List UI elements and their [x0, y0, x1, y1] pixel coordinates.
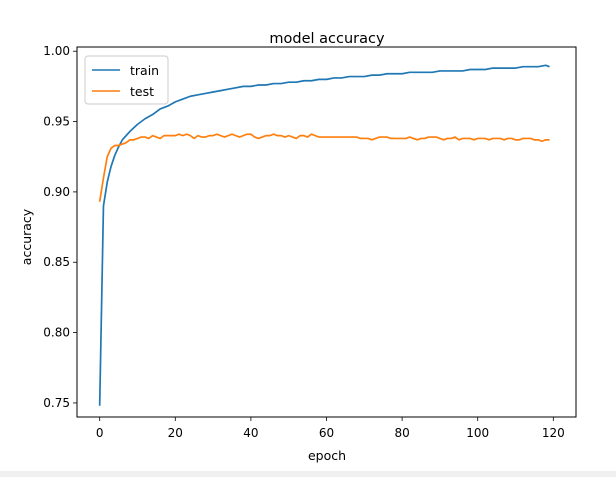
window-bottom-strip: [0, 471, 616, 477]
legend-label-train: train: [130, 63, 159, 78]
series-layer: [98, 64, 550, 406]
x-tick-label: 40: [243, 426, 258, 440]
y-tick-label: 0.80: [43, 326, 70, 340]
chart-title: model accuracy: [269, 31, 385, 47]
x-tick-label: 120: [542, 426, 565, 440]
x-tick-label: 80: [394, 426, 409, 440]
y-axis-ticks: 0.75 0.80 0.85 0.90 0.95 1.00: [43, 44, 77, 410]
x-axis-label: epoch: [308, 448, 346, 463]
x-tick-label: 100: [466, 426, 489, 440]
legend-box: [84, 55, 169, 105]
legend-label-test: test: [130, 84, 154, 99]
x-tick-label: 0: [96, 426, 104, 440]
y-tick-label: 0.85: [43, 255, 70, 269]
series-line-test: [98, 133, 550, 202]
y-tick-label: 0.75: [43, 396, 70, 410]
y-axis-label: accuracy: [19, 208, 34, 265]
x-axis-ticks: 0 20 40 60 80 100 120: [96, 417, 565, 440]
y-tick-label: 0.95: [43, 115, 70, 129]
y-tick-label: 0.90: [43, 185, 70, 199]
x-tick-label: 60: [319, 426, 334, 440]
series-line-train: [98, 64, 550, 406]
x-tick-label: 20: [168, 426, 183, 440]
legend: train test: [84, 55, 169, 105]
y-tick-label: 1.00: [43, 44, 70, 58]
